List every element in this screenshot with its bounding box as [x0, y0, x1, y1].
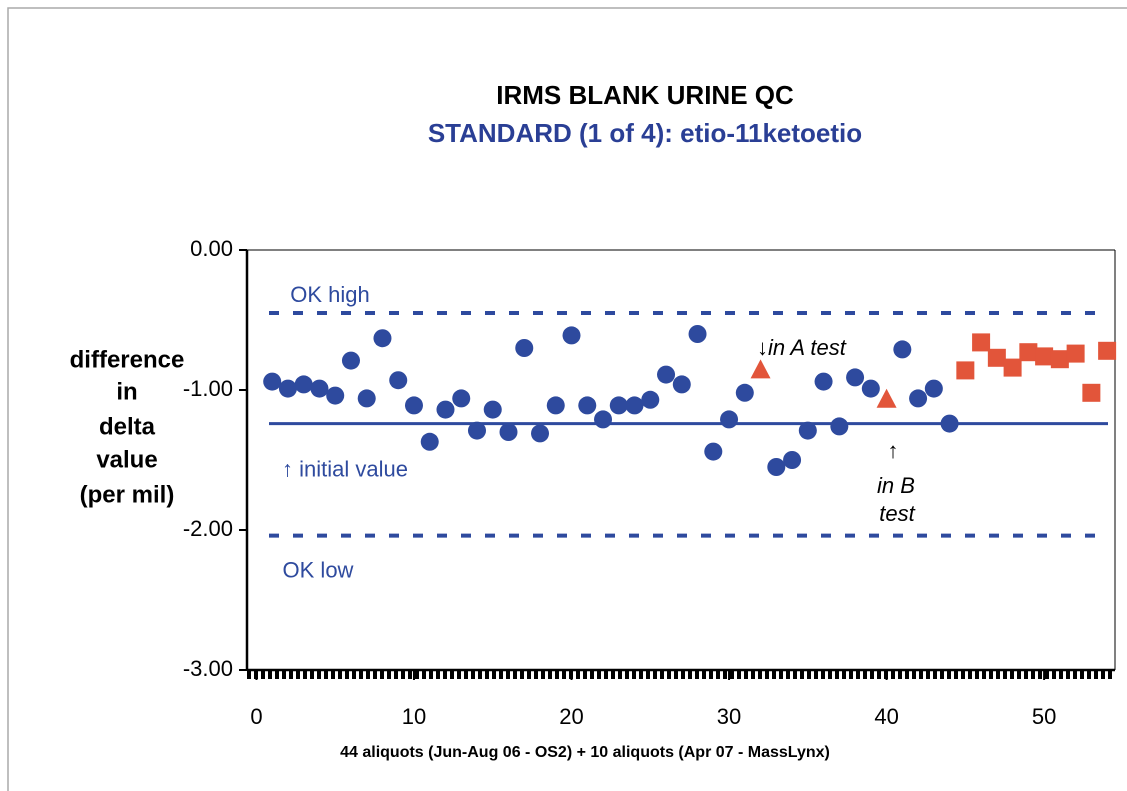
point [294, 375, 313, 394]
point [531, 424, 550, 443]
point [389, 371, 408, 390]
y-tick-label: -3.00 [183, 656, 233, 681]
y-axis-label: in [116, 378, 137, 405]
point [972, 333, 991, 352]
point [404, 396, 423, 415]
point [657, 365, 676, 384]
point [1066, 344, 1085, 363]
annotation: ↓in A test [757, 335, 847, 360]
point [278, 379, 297, 398]
point [814, 372, 833, 391]
annotation: ↑ [888, 438, 899, 463]
point [1003, 358, 1022, 377]
point [499, 423, 518, 441]
point [783, 451, 802, 469]
point [326, 386, 345, 405]
point [861, 379, 880, 398]
point [940, 414, 959, 433]
point [1050, 350, 1069, 369]
point [924, 379, 943, 398]
x-tick-label: 50 [1032, 704, 1056, 729]
point [735, 383, 754, 402]
y-tick-label: 0.00 [190, 236, 233, 261]
point [1098, 341, 1117, 360]
point [562, 326, 581, 345]
point [625, 396, 644, 415]
point [956, 361, 975, 380]
point [515, 339, 534, 357]
point [546, 396, 565, 415]
point [767, 458, 786, 476]
x-axis-label: 44 aliquots (Jun-Aug 06 - OS2) + 10 aliq… [340, 744, 830, 761]
x-tick-label: 40 [874, 704, 898, 729]
point [672, 375, 691, 394]
point [830, 417, 849, 436]
point [373, 329, 392, 348]
reference-label: ↑ initial value [282, 456, 408, 481]
reference-label: OK low [283, 557, 354, 582]
point [357, 389, 376, 408]
point [1082, 383, 1101, 402]
point [876, 388, 897, 408]
x-tick-label: 20 [559, 704, 583, 729]
point [1035, 347, 1054, 366]
point [750, 359, 771, 379]
y-tick-label: -1.00 [183, 376, 233, 401]
point [310, 379, 329, 398]
point [436, 400, 455, 419]
y-axis-label: delta [99, 413, 156, 440]
annotation: in B [877, 473, 915, 498]
x-tick-label: 10 [402, 704, 426, 729]
point [688, 325, 707, 343]
point [720, 410, 739, 429]
point [578, 396, 597, 415]
point [909, 389, 928, 408]
y-tick-label: -2.00 [183, 516, 233, 541]
reference-label: OK high [290, 282, 370, 307]
point [798, 421, 817, 440]
point [263, 372, 282, 391]
point [420, 432, 439, 451]
y-axis-label: value [96, 446, 157, 473]
frame [7, 7, 1127, 791]
point [452, 389, 471, 408]
point [341, 351, 360, 370]
point [594, 410, 613, 429]
point [704, 442, 723, 461]
point [609, 396, 628, 415]
point [893, 340, 912, 359]
point [483, 400, 502, 419]
point [846, 368, 865, 387]
y-axis-label: (per mil) [80, 481, 175, 508]
point [1019, 343, 1038, 362]
point [987, 348, 1006, 367]
x-tick-label: 30 [717, 704, 741, 729]
annotation: test [879, 501, 915, 526]
point [641, 390, 660, 409]
x-tick-label: 0 [250, 704, 262, 729]
point [467, 421, 486, 440]
chart-title: IRMS BLANK URINE QC [496, 80, 794, 110]
y-axis-label: difference [70, 346, 185, 373]
chart-subtitle: STANDARD (1 of 4): etio-11ketoetio [428, 118, 862, 148]
